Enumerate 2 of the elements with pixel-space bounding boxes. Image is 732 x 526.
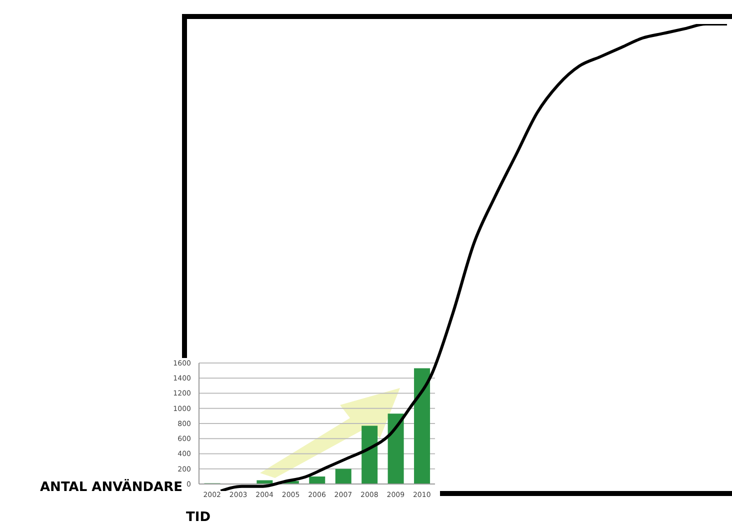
y-axis-title: ANTAL ANVÄNDARE bbox=[40, 480, 182, 495]
x-axis-title: TID bbox=[186, 510, 210, 525]
